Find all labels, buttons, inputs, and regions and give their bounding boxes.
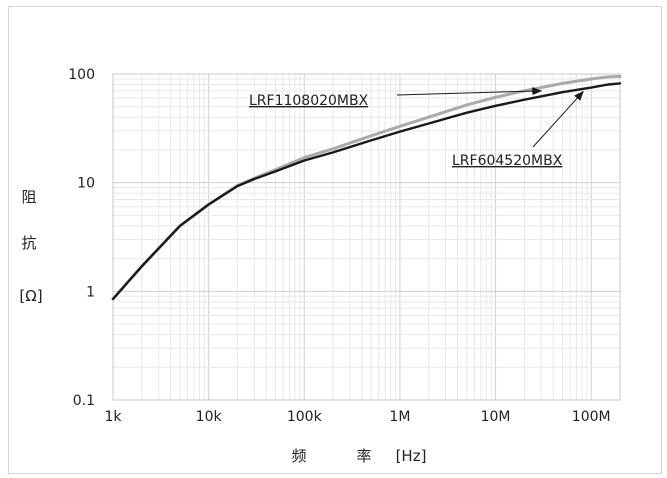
series-arrow-1 bbox=[396, 87, 543, 96]
y-axis-label-unit: [Ω] bbox=[19, 287, 42, 305]
x-tick-label: 1M bbox=[389, 409, 410, 425]
labels-layer: LRF1108020MBX LRF604520MBX 阻抗 [Ω] 频 率 [Hz] bbox=[19, 87, 584, 465]
x-tick-label: 10M bbox=[481, 409, 511, 425]
x-axis-label-char-1: 频 bbox=[291, 447, 306, 465]
series-label-1: LRF1108020MBX bbox=[249, 93, 369, 109]
impedance-chart: 1k 10k 100k 1M 10M 100M 0.1 1 10 100 LRF1108020MB… bbox=[19, 67, 622, 465]
series-layer bbox=[111, 74, 622, 301]
y-tick-label: 100 bbox=[68, 67, 95, 83]
plot-frame bbox=[112, 73, 621, 401]
y-tick-label: 0.1 bbox=[73, 393, 95, 409]
x-tick-label: 100k bbox=[287, 409, 323, 425]
chart-figure: 1k 10k 100k 1M 10M 100M 0.1 1 10 100 LRF1108020MB… bbox=[8, 6, 662, 474]
series-label-2: LRF604520MBX bbox=[452, 153, 563, 169]
x-tick-label: 10k bbox=[196, 409, 223, 425]
x-tick-label: 100M bbox=[572, 409, 611, 425]
x-axis-label-char-2: 率 bbox=[356, 447, 371, 465]
series-arrow-2 bbox=[532, 90, 584, 148]
y-axis-label-char-1: 阻 bbox=[21, 188, 36, 206]
y-tick-label: 10 bbox=[77, 176, 95, 192]
x-tick-label: 1k bbox=[104, 409, 122, 425]
series-line-LRF604520MBX bbox=[111, 82, 622, 301]
x-axis-label-unit: [Hz] bbox=[396, 447, 427, 465]
grid bbox=[112, 73, 621, 401]
y-tick-label: 1 bbox=[86, 284, 95, 300]
y-axis-label-char-2: 抗 bbox=[21, 234, 36, 252]
axes: 1k 10k 100k 1M 10M 100M 0.1 1 10 100 bbox=[68, 67, 621, 425]
